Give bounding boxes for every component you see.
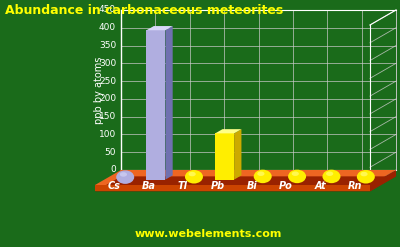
Text: 100: 100 (99, 130, 116, 139)
Text: 400: 400 (99, 23, 116, 32)
Ellipse shape (360, 172, 368, 176)
Ellipse shape (185, 170, 203, 184)
Polygon shape (95, 176, 396, 191)
Text: Bi: Bi (246, 181, 257, 191)
Polygon shape (146, 30, 165, 180)
Text: Rn: Rn (348, 181, 362, 191)
Ellipse shape (292, 171, 299, 176)
Ellipse shape (257, 171, 264, 176)
Polygon shape (121, 10, 396, 170)
Polygon shape (215, 129, 242, 133)
Text: Po: Po (279, 181, 293, 191)
Polygon shape (146, 26, 173, 30)
Text: Pb: Pb (210, 181, 224, 191)
Polygon shape (165, 26, 173, 180)
Polygon shape (95, 185, 370, 191)
Polygon shape (234, 129, 242, 180)
Text: www.webelements.com: www.webelements.com (134, 229, 282, 239)
Ellipse shape (288, 170, 306, 183)
Text: Cs: Cs (108, 181, 121, 191)
Text: Ba: Ba (142, 181, 156, 191)
Ellipse shape (116, 170, 134, 184)
Ellipse shape (120, 172, 127, 177)
Text: 200: 200 (99, 94, 116, 103)
Polygon shape (370, 10, 396, 185)
Polygon shape (215, 133, 234, 180)
Text: 50: 50 (104, 148, 116, 157)
Ellipse shape (188, 172, 196, 176)
Text: 350: 350 (99, 41, 116, 50)
Text: Tl: Tl (178, 181, 188, 191)
Text: 300: 300 (99, 59, 116, 68)
Text: ppb by atoms: ppb by atoms (94, 56, 104, 124)
Ellipse shape (357, 170, 375, 184)
Text: At: At (315, 181, 326, 191)
Text: Abundance in carbonaceous meteorites: Abundance in carbonaceous meteorites (5, 4, 283, 17)
Ellipse shape (254, 170, 272, 183)
Ellipse shape (322, 170, 340, 183)
Polygon shape (370, 170, 396, 191)
Text: 450: 450 (99, 5, 116, 15)
Ellipse shape (326, 171, 333, 176)
Text: 250: 250 (99, 77, 116, 85)
Polygon shape (95, 170, 396, 185)
Text: 150: 150 (99, 112, 116, 121)
Text: 0: 0 (110, 165, 116, 174)
